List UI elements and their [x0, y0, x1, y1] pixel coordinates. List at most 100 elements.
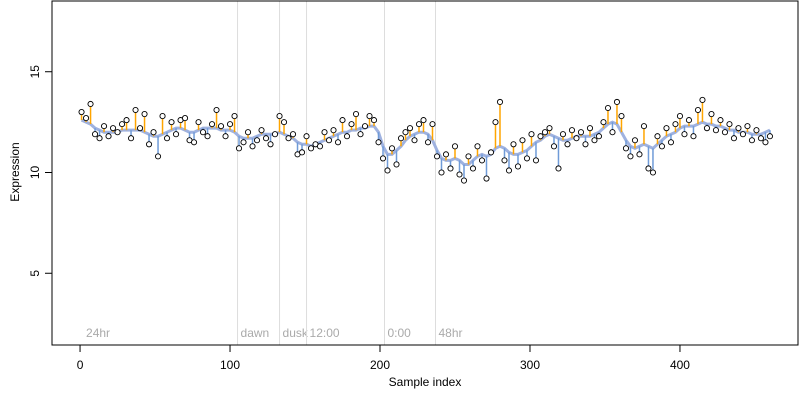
point	[474, 143, 481, 150]
point	[303, 133, 310, 140]
point	[748, 137, 756, 144]
point	[712, 127, 720, 134]
x-tick-label: 300	[520, 358, 540, 372]
point	[640, 123, 648, 130]
point	[685, 117, 693, 124]
point	[699, 96, 706, 103]
point	[235, 145, 243, 152]
point	[663, 125, 670, 132]
point	[483, 175, 490, 182]
point	[519, 137, 526, 144]
y-tick-label: 5	[28, 270, 42, 277]
point	[127, 135, 135, 142]
point	[505, 167, 513, 174]
point	[280, 119, 288, 126]
point	[757, 135, 765, 142]
point	[114, 129, 121, 136]
point	[159, 113, 166, 120]
point	[298, 149, 306, 156]
point	[577, 129, 585, 136]
point	[451, 143, 459, 150]
point	[667, 139, 675, 146]
point	[163, 135, 171, 142]
point	[325, 137, 333, 144]
point	[262, 135, 270, 142]
point	[645, 165, 652, 172]
phase-label: dusk	[283, 326, 309, 340]
point	[501, 157, 508, 164]
point	[510, 141, 517, 148]
point	[136, 125, 144, 132]
point	[447, 165, 454, 172]
point	[267, 141, 274, 148]
point	[334, 139, 342, 146]
y-axis-label: Expression	[8, 142, 22, 201]
point	[595, 133, 603, 140]
point	[366, 113, 373, 120]
point	[546, 125, 553, 132]
point	[604, 104, 612, 112]
point	[600, 119, 607, 126]
point	[199, 129, 207, 136]
point	[690, 133, 697, 140]
point	[105, 133, 112, 140]
point	[739, 131, 747, 138]
point	[96, 135, 103, 142]
point	[636, 151, 643, 158]
point	[613, 98, 621, 106]
point	[433, 153, 441, 160]
x-axis-label: Sample index	[389, 375, 462, 389]
point	[649, 169, 657, 176]
point	[100, 123, 108, 130]
point	[438, 169, 445, 176]
point	[343, 133, 351, 140]
point	[627, 153, 634, 160]
point	[672, 121, 679, 128]
point	[550, 143, 558, 150]
x-tick-label: 0	[77, 358, 84, 372]
point	[339, 117, 346, 124]
point	[654, 133, 661, 140]
point	[388, 145, 396, 152]
point	[496, 98, 504, 106]
point	[109, 125, 117, 132]
point	[681, 131, 688, 138]
point	[694, 106, 702, 114]
point	[222, 133, 229, 140]
x-tick-label: 200	[370, 358, 390, 372]
point	[532, 157, 540, 164]
point	[172, 131, 180, 138]
phase-label: 12:00	[310, 326, 340, 340]
point	[370, 117, 378, 124]
point	[420, 117, 427, 124]
point	[721, 129, 729, 136]
point	[753, 127, 760, 134]
point	[478, 157, 486, 164]
point	[703, 125, 711, 132]
point	[487, 149, 495, 156]
point	[123, 117, 130, 124]
point	[523, 155, 531, 162]
phase-label: 48hr	[438, 326, 462, 340]
point	[249, 143, 256, 150]
phase-label: 0:00	[388, 326, 412, 340]
point	[744, 123, 751, 130]
point	[573, 135, 580, 142]
point	[181, 115, 189, 122]
point	[528, 131, 535, 138]
point	[307, 145, 315, 152]
point	[555, 165, 562, 172]
point	[766, 133, 774, 140]
point	[514, 163, 522, 170]
point	[379, 155, 387, 162]
point	[708, 111, 715, 118]
point	[154, 153, 162, 160]
point	[352, 111, 360, 118]
point	[271, 131, 279, 138]
point	[276, 113, 283, 120]
point	[591, 137, 598, 144]
point	[213, 106, 220, 114]
point	[582, 141, 589, 148]
point	[384, 167, 391, 174]
